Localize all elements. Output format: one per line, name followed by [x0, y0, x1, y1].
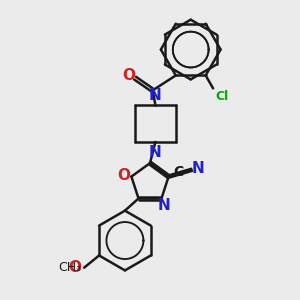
Text: N: N: [149, 145, 162, 160]
Text: Cl: Cl: [216, 90, 229, 103]
Text: CH₃: CH₃: [58, 261, 82, 274]
Text: O: O: [68, 260, 81, 275]
Text: O: O: [117, 168, 130, 183]
Text: N: N: [149, 88, 162, 103]
Text: N: N: [191, 161, 204, 176]
Text: O: O: [122, 68, 135, 83]
Text: N: N: [158, 198, 171, 213]
Text: C: C: [173, 165, 183, 179]
